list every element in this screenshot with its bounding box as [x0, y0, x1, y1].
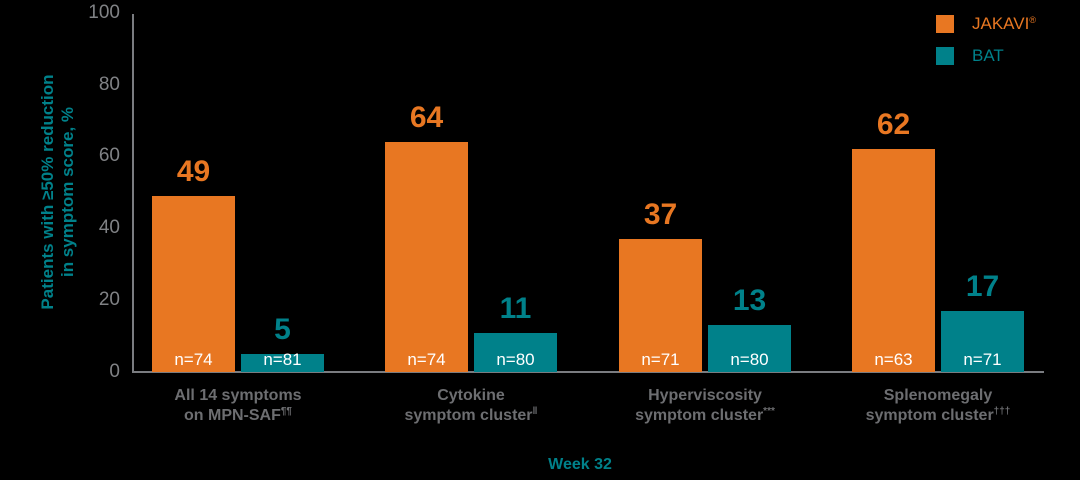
category-label: Cytokine symptom cluster‖ [351, 386, 591, 426]
y-axis-title-line-2: in symptom score, % [58, 106, 77, 278]
category-label-line-1: All 14 symptoms [174, 387, 302, 404]
bar-value-label: 13 [732, 284, 767, 317]
category-label-line-2: symptom cluster‖ [351, 406, 591, 426]
bar-bat: 13 n=80 [708, 285, 791, 372]
bar-n-label: n=63 [874, 350, 913, 369]
legend-text-jakavi: JAKAVI [972, 14, 1030, 33]
bar-value-label: 49 [176, 155, 211, 188]
bar-jakavi: 49 n=74 [152, 156, 235, 372]
y-axis-title-line-1: Patients with ≥50% reduction [38, 74, 57, 310]
y-axis-title: Patients with ≥50% reduction in symptom … [38, 22, 78, 362]
footnote-marker: ¶¶ [280, 406, 292, 417]
bar-value-label: 37 [643, 198, 678, 231]
category-label-line-1: Hyperviscosity [648, 387, 762, 404]
legend-swatch-bat [936, 47, 954, 65]
bar-value-label: 62 [876, 108, 911, 141]
bar-bat: 17 n=71 [941, 271, 1024, 372]
y-tick-20: 20 [98, 289, 120, 310]
bar-n-label: n=80 [496, 350, 535, 369]
category-label: Splenomegaly symptom cluster††† [818, 386, 1058, 426]
y-tick-80: 80 [98, 74, 120, 95]
bar-n-label: n=74 [407, 350, 446, 369]
category-label-text: on MPN-SAF [184, 407, 281, 424]
bar-n-label: n=74 [174, 350, 213, 369]
category-label-line-1: Cytokine [437, 387, 505, 404]
category-label-line-2: on MPN-SAF¶¶ [118, 406, 358, 426]
category-label: All 14 symptoms on MPN-SAF¶¶ [118, 386, 358, 426]
registered-mark: ® [1029, 15, 1036, 25]
bar-n-label: n=71 [641, 350, 680, 369]
footnote-marker: ‖ [532, 406, 538, 417]
y-tick-0: 0 [109, 361, 120, 382]
bar-jakavi: 64 n=74 [385, 102, 468, 372]
legend-swatch-jakavi [936, 15, 954, 33]
y-tick-60: 60 [98, 145, 120, 166]
legend-text-bat: BAT [972, 46, 1004, 65]
bar-n-label: n=81 [263, 350, 302, 369]
bar-bat: 5 n=81 [241, 314, 324, 372]
category-label-text: symptom cluster [635, 407, 764, 424]
bar-bat: 11 n=80 [474, 293, 557, 372]
footnote-marker: ††† [993, 406, 1011, 417]
x-axis-line [132, 371, 1044, 373]
x-axis-title: Week 32 [548, 456, 612, 473]
bar-value-label: 64 [409, 101, 444, 134]
category-label-line-2: symptom cluster*** [585, 406, 825, 426]
bar-jakavi: 62 n=63 [852, 109, 935, 372]
y-tick-100: 100 [88, 2, 120, 23]
y-axis-line [132, 14, 134, 373]
bar-n-label: n=80 [730, 350, 769, 369]
bar-value-label: 17 [965, 270, 1000, 303]
category-label-line-2: symptom cluster††† [818, 406, 1058, 426]
y-tick-40: 40 [98, 217, 120, 238]
legend-label-jakavi: JAKAVI® [972, 15, 1036, 33]
bar-n-label: n=71 [963, 350, 1002, 369]
category-label-line-1: Splenomegaly [883, 387, 993, 404]
bar-value-label: 11 [499, 292, 532, 325]
category-label-text: symptom cluster [865, 407, 994, 424]
bar-jakavi: 37 n=71 [619, 199, 702, 372]
legend-label-bat: BAT [972, 47, 1004, 65]
category-label-text: symptom cluster [404, 407, 533, 424]
category-label: Hyperviscosity symptom cluster*** [585, 386, 825, 426]
bar-value-label: 5 [274, 313, 291, 346]
footnote-marker: *** [763, 406, 775, 417]
